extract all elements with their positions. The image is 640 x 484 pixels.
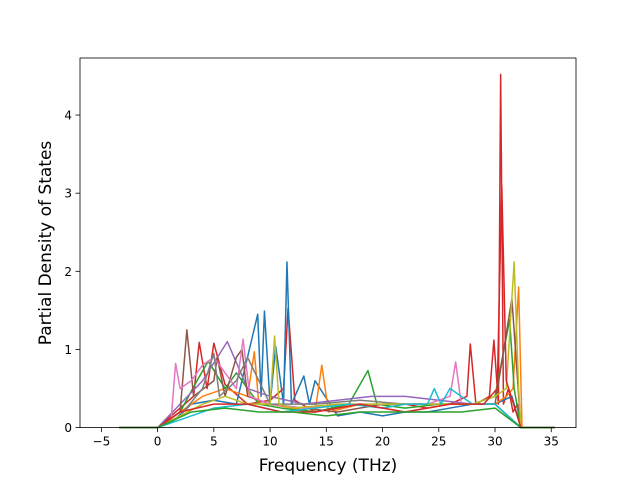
x-tick-label: −5 [93,435,111,449]
series-line-2 [119,261,555,429]
x-tick-label: 15 [319,435,334,449]
y-tick-label: 4 [64,109,72,123]
x-tick-label: 20 [375,435,390,449]
series-line-11 [119,184,555,429]
x-axis-ticks: −5 0 5 10 15 20 25 30 35 [93,427,559,449]
series-line-9 [119,261,555,429]
x-tick-label: 30 [487,435,502,449]
x-tick-label: 0 [154,435,162,449]
y-axis-label: Partial Density of States [36,141,56,346]
series-line-12 [119,407,555,429]
series-line-1 [119,73,555,429]
axes-frame [79,57,577,429]
x-tick-label: 5 [210,435,218,449]
x-tick-label: 25 [431,435,446,449]
y-tick-label: 2 [64,265,72,279]
y-axis-ticks: 0 1 2 3 4 [64,109,80,435]
y-tick-label: 3 [64,187,72,201]
x-tick-label: 10 [262,435,277,449]
y-tick-label: 1 [64,343,72,357]
x-tick-label: 35 [544,435,559,449]
y-tick-label: 0 [64,421,72,435]
x-axis-label: Frequency (THz) [259,456,398,476]
series-lines [119,73,555,429]
